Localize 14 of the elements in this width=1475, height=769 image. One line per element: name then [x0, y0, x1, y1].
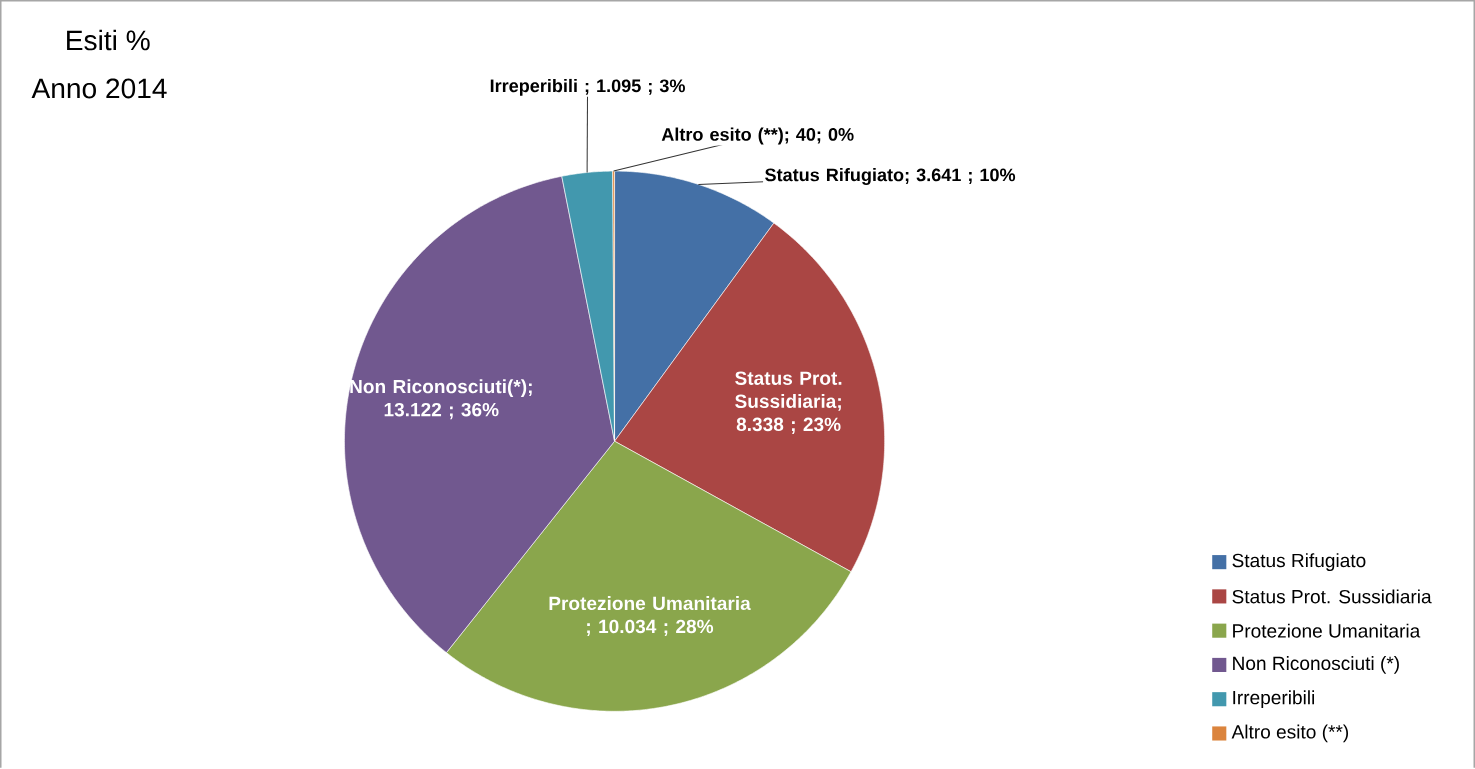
data-label: Status Prot. Sussidiaria; 8.338 ; 23% — [735, 371, 842, 435]
legend-label: Status Prot. Sussidiaria — [1232, 589, 1432, 604]
legend-label: Status Rifugiato — [1232, 553, 1366, 572]
legend-label: Protezione Umanitaria — [1233, 623, 1421, 638]
data-label: Altro esito (**); 40; 0% — [661, 127, 854, 145]
data-label: Irreperibili ; 1.095 ; 3% — [490, 79, 685, 97]
text: Esiti % — [67, 29, 150, 51]
data-label: Status Rifugiato; 3.641 ; 10% — [765, 168, 1016, 186]
text: Anno 2014 — [31, 78, 167, 99]
legend-label: Altro esito (**) — [1231, 724, 1349, 743]
legend-label: Non Riconosciuti (*) — [1233, 656, 1399, 675]
data-label: Non Riconosciuti(*); 13.122 ; 36% — [350, 379, 532, 420]
data-label: Protezione Umanitaria ; 10.034 ; 28% — [549, 596, 751, 637]
legend-label: Irreperibili — [1233, 690, 1315, 709]
